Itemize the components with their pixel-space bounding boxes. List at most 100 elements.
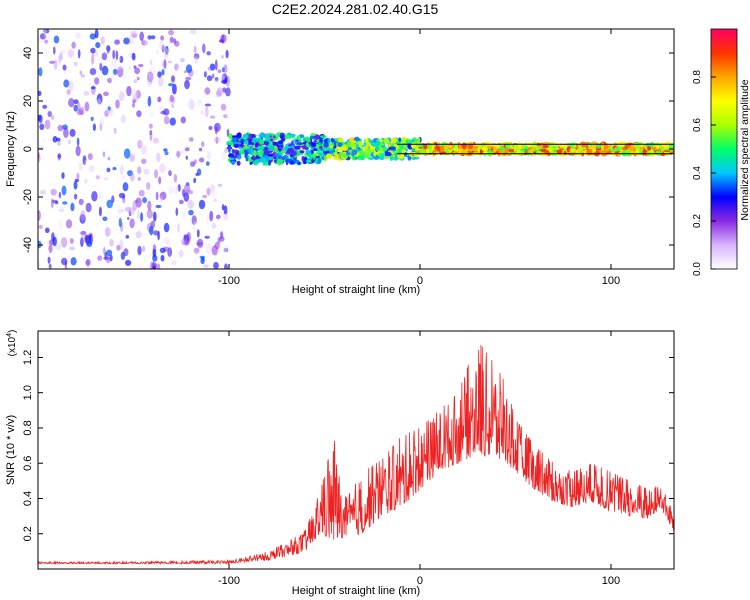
spectrogram-cell-85 [138, 189, 145, 197]
spectrogram-cell-2185 [663, 149, 671, 153]
spectrogram-cell-2306 [533, 151, 537, 154]
spectrogram-cell-393 [169, 117, 176, 126]
spectrogram-cell-70 [173, 252, 180, 259]
spectrogram-cell-270 [115, 50, 119, 60]
spectrogram-cell-314 [216, 248, 220, 253]
spectrogram-cell-411 [172, 83, 177, 95]
spectrogram-cell-423 [75, 145, 81, 157]
spectrogram-cell-378 [176, 150, 181, 158]
spectrogram-cell-791 [318, 142, 321, 147]
spectrogram-cell-2343 [596, 143, 601, 149]
spectrogram-cell-2331 [427, 145, 433, 149]
spectrogram-cell-48 [89, 68, 97, 76]
spectrogram-cell-242 [132, 94, 139, 103]
spectrogram-cell-377 [137, 177, 141, 181]
spectrogram-cell-146 [92, 123, 96, 132]
spectrogram-cell-263 [217, 237, 221, 244]
spectrogram-cell-342 [214, 136, 221, 143]
spectrogram-cell-344 [58, 191, 62, 199]
spectrogram-cell-477 [224, 147, 228, 154]
spectrogram-cell-487 [76, 109, 84, 116]
spectrogram-cell-473 [140, 145, 147, 155]
spectrogram-cell-89 [125, 235, 130, 239]
spectrogram-cell-419 [214, 126, 218, 135]
colorbar-frame [710, 28, 738, 270]
snr-x-ticks: -100 0 100 [218, 331, 620, 587]
spectrogram-cell-43 [214, 31, 220, 38]
spectrogram-cell-456 [121, 175, 126, 180]
spectrogram-cell-2129 [563, 145, 568, 150]
spectrogram-cell-145 [149, 123, 153, 129]
spectrogram-cell-862 [306, 138, 311, 143]
spectrogram-cell-332 [175, 181, 178, 192]
spectrogram-cell-465 [185, 31, 190, 37]
x-tick-label--100: -100 [218, 575, 240, 587]
spectrogram-cell-826 [317, 157, 321, 164]
spectrogram-cell-1 [163, 222, 170, 233]
spectrogram-cell-461 [201, 141, 205, 148]
spectrogram-cell-875 [290, 151, 297, 157]
spectrogram-cell-403 [58, 208, 65, 213]
spectrogram-cell-335 [104, 227, 111, 237]
spectrogram-cell-61 [132, 98, 136, 104]
spectrogram-cell-353 [174, 63, 179, 71]
spectrogram-cell-328 [160, 254, 165, 262]
spectrogram-cell-2293 [628, 146, 636, 152]
spectrogram-cell-234 [97, 255, 103, 261]
spectrogram-cell-204 [212, 185, 219, 194]
spectrogram-cell-1283 [330, 145, 333, 149]
spectrogram-cell-124 [223, 114, 228, 119]
spectrogram-cell-365 [176, 66, 180, 76]
spectrogram-cell-41 [95, 42, 101, 49]
spectrogram-cell-373 [183, 184, 191, 194]
spectrogram-cell-245 [65, 219, 73, 229]
spectrogram-cell-1287 [402, 136, 407, 143]
spectrogram-cell-44 [67, 49, 75, 58]
spectrogram-cell-1272 [350, 142, 357, 148]
spectrogram-cell-260 [214, 59, 218, 71]
spectrogram-cell-284 [215, 90, 222, 98]
spectrogram-cell-772 [288, 143, 292, 147]
spectrogram-cell-1293 [363, 145, 368, 150]
spectrogram-cell-298 [224, 263, 228, 269]
spectrogram-cell-482 [210, 184, 215, 192]
spectrogram-cell-1210 [390, 146, 397, 151]
spectrogram-cell-280 [183, 192, 190, 202]
spectrogram-cell-83 [159, 135, 165, 146]
spectrogram-cell-489 [168, 29, 174, 36]
spectrogram-cell-2349 [542, 148, 547, 153]
spectrogram-cell-878 [233, 143, 240, 148]
y-tick-label--40: -40 [22, 237, 34, 253]
spectrogram-cell-2342 [569, 148, 577, 152]
spectrogram-cell-275 [162, 60, 167, 69]
spectrogram-cell-391 [112, 49, 116, 60]
spectrogram-cell-2015 [439, 145, 445, 152]
spectrogram-cell-278 [180, 116, 186, 124]
spectrogram-cell-75 [171, 104, 174, 108]
spectrogram-cell-366 [188, 137, 194, 142]
spectrogram-cell-141 [80, 237, 84, 248]
spectrogram-cell-2341 [467, 144, 474, 150]
spectrogram-cell-469 [188, 209, 194, 216]
colorbar-tick-label-0.2: 0.2 [692, 214, 703, 228]
spectrogram-cell-478 [134, 29, 139, 34]
spectrogram-cell-480 [193, 159, 197, 165]
spectrogram-cell-857 [268, 147, 276, 152]
spectrogram-cell-1204 [391, 137, 397, 144]
spectrogram-cell-15 [141, 158, 147, 164]
spectrogram-cell-1218 [411, 156, 417, 160]
spectrogram-cell-882 [280, 134, 284, 139]
spectrogram-cell-370 [119, 239, 124, 250]
snr-x-axis-label: Height of straight line (km) [292, 585, 420, 597]
colorbar-tick-label-0.4: 0.4 [692, 166, 703, 180]
spectrogram-cell-1280 [375, 140, 381, 146]
x-tick-label--100: -100 [218, 275, 240, 287]
spectrogram-cell-7 [131, 33, 138, 38]
spectrogram-cell-361 [52, 136, 58, 143]
spectrogram-cell-22 [80, 74, 85, 78]
snr-y-multiplier-open: (x10 [7, 336, 18, 356]
spectrogram-cell-899 [305, 142, 310, 148]
spectrogram-cell-131 [115, 65, 123, 70]
spectrogram-cell-225 [90, 47, 96, 54]
